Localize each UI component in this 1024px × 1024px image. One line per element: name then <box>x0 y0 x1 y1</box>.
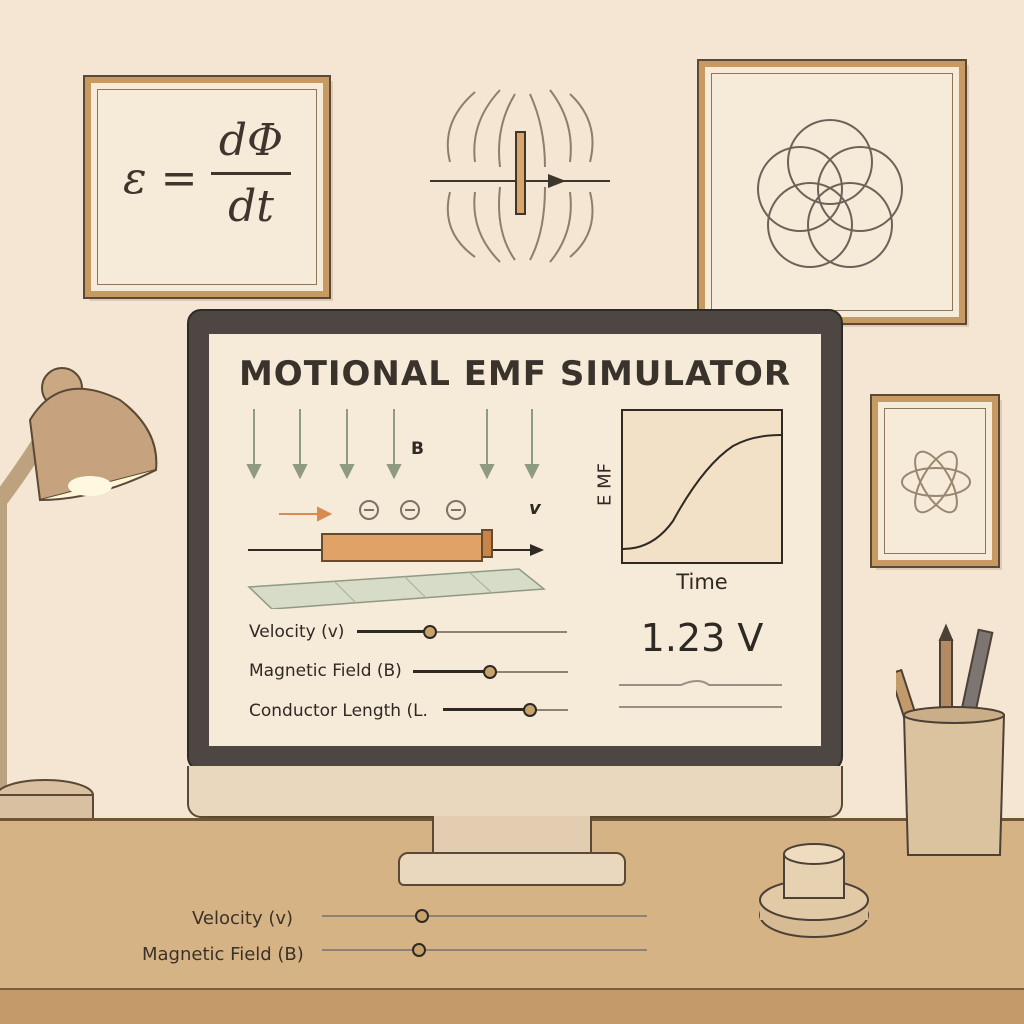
field-arrow <box>386 409 402 480</box>
magnetic-field-slider-label: Magnetic Field (B) <box>249 661 402 681</box>
field-arrow <box>292 409 308 480</box>
desk-velocity-slider[interactable] <box>322 906 647 926</box>
desk-field-label: Magnetic Field (B) <box>142 944 304 965</box>
monitor-stand <box>398 852 626 886</box>
field-arrow <box>479 409 495 480</box>
signal-lines <box>619 680 782 708</box>
slider-track <box>322 949 647 951</box>
graph-x-axis-label: Time <box>676 570 728 594</box>
equation-fraction: dΦ dt <box>211 115 291 232</box>
atom-icon <box>901 450 971 514</box>
field-lines-icon <box>430 89 610 263</box>
flower-of-life-icon <box>757 119 903 268</box>
fraction-bar <box>211 172 291 175</box>
equation-denominator: dt <box>228 181 274 232</box>
emf-graph <box>621 409 783 564</box>
desk-field-slider[interactable] <box>322 940 647 960</box>
monitor-chin <box>187 766 843 818</box>
conductor-length-slider-label: Conductor Length (L. <box>249 701 428 721</box>
slider-track <box>322 915 647 917</box>
motion-arrow <box>279 506 333 522</box>
field-arrow <box>339 409 355 480</box>
slider-knob[interactable] <box>412 943 426 957</box>
velocity-label: v <box>529 498 541 519</box>
slider-track <box>491 671 568 673</box>
desk-velocity-label: Velocity (v) <box>192 908 294 929</box>
velocity-slider-label: Velocity (v) <box>249 622 345 642</box>
atom-frame <box>870 394 1000 568</box>
desk-lamp-icon <box>0 367 158 836</box>
magnetic-field-slider[interactable] <box>413 662 568 682</box>
field-arrows <box>246 409 546 609</box>
pencil-cup-icon <box>896 623 1006 856</box>
slider-fill <box>443 708 531 711</box>
monitor-neck <box>432 816 592 856</box>
electron-icons <box>359 500 466 520</box>
equation-lhs: ε = <box>123 153 198 204</box>
velocity-slider[interactable] <box>357 622 567 642</box>
graph-y-axis-label: E MF <box>594 463 616 506</box>
equation-frame: ε = dΦ dt <box>83 75 331 299</box>
flower-frame <box>697 59 967 325</box>
slider-knob[interactable] <box>415 909 429 923</box>
page-title: MOTIONAL EMF SIMULATOR <box>238 354 792 394</box>
slider-track <box>431 631 567 633</box>
simulator-screen: MOTIONAL EMF SIMULATOR B v <box>209 334 821 746</box>
slider-fill <box>413 670 491 673</box>
field-arrow <box>246 409 262 480</box>
conductor-length-slider[interactable] <box>443 700 568 720</box>
slider-knob[interactable] <box>523 703 537 717</box>
desk-edge <box>0 988 1024 1024</box>
slider-knob[interactable] <box>483 665 497 679</box>
field-arrow <box>524 409 540 480</box>
field-label: B <box>411 439 424 459</box>
knob-icon[interactable] <box>756 840 872 950</box>
emf-readout: 1.23 V <box>640 616 764 660</box>
slider-knob[interactable] <box>423 625 437 639</box>
slider-fill <box>357 630 431 633</box>
equation-numerator: dΦ <box>218 115 284 166</box>
emf-curve <box>622 434 782 550</box>
slider-track <box>531 709 568 711</box>
